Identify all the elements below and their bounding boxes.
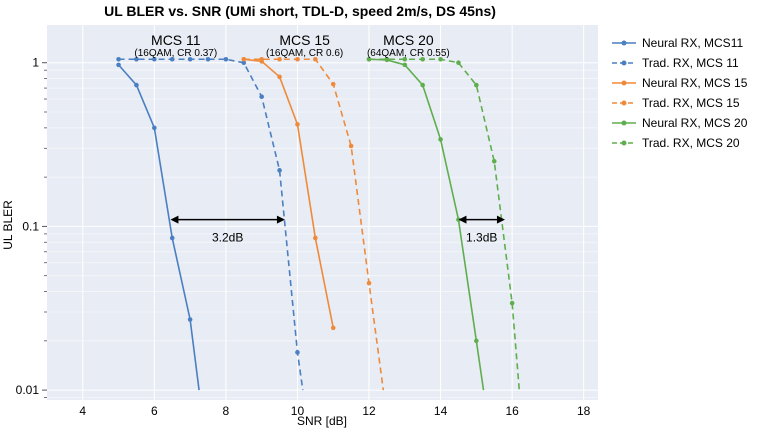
legend-label: Trad. RX, MCS 11: [642, 56, 739, 70]
legend-label: Neural RX, MCS11: [642, 36, 743, 50]
legend-label: Neural RX, MCS 20: [642, 116, 748, 130]
arrow-head: [170, 215, 179, 224]
group-title: MCS 20: [383, 32, 434, 48]
legend-label: Trad. RX, MCS 20: [642, 136, 740, 150]
data-point: [509, 300, 515, 306]
y-tick-label: 0.1: [22, 219, 39, 233]
x-tick-label: 10: [291, 404, 305, 418]
x-tick-label: 18: [577, 404, 591, 418]
data-point: [277, 168, 282, 173]
chart-title: UL BLER vs. SNR (UMi short, TDL-D, speed…: [104, 3, 496, 19]
legend-marker: [621, 80, 627, 86]
data-point: [330, 81, 336, 87]
data-point: [330, 325, 336, 331]
group-title: MCS 11: [151, 32, 201, 48]
gap-label: 1.3dB: [466, 231, 497, 245]
data-point: [259, 94, 264, 100]
data-point: [277, 74, 282, 80]
group-subtitle: (64QAM, CR 0.55): [367, 48, 450, 59]
data-point: [152, 56, 157, 62]
legend-marker: [621, 120, 627, 126]
data-point: [169, 56, 175, 62]
data-point: [134, 56, 139, 62]
x-tick-label: 16: [505, 404, 519, 418]
data-point: [187, 317, 193, 322]
group-subtitle: (16QAM, CR 0.6): [266, 48, 343, 59]
data-point: [491, 158, 497, 164]
x-tick-label: 6: [151, 404, 158, 418]
data-point: [205, 56, 211, 62]
group-title: MCS 15: [279, 32, 330, 48]
legend-marker: [621, 100, 627, 106]
data-point: [295, 122, 300, 127]
data-point: [134, 82, 139, 88]
data-point: [384, 56, 390, 62]
data-point: [420, 56, 425, 62]
data-point: [474, 338, 479, 344]
legend-label: Trad. RX, MCS 15: [642, 96, 740, 110]
data-point: [402, 56, 408, 62]
data-point: [348, 143, 354, 149]
series-group: [116, 56, 521, 391]
plot-background: [47, 25, 598, 400]
data-point: [187, 56, 193, 62]
group-subtitle: (16QAM, CR 0.37): [134, 48, 217, 59]
series-line-0: [117, 64, 200, 391]
legend-marker: [621, 40, 627, 46]
data-point: [116, 56, 121, 62]
y-tick-label: 1: [32, 56, 39, 70]
data-point: [366, 280, 372, 286]
x-tick-label: 12: [362, 404, 376, 418]
gap-label: 3.2dB: [212, 231, 243, 245]
x-tick-label: 4: [79, 404, 86, 418]
legend-label: Neural RX, MCS 15: [642, 76, 748, 90]
data-point: [438, 137, 443, 142]
series-line-2: [243, 58, 335, 329]
y-tick-label: 0.01: [16, 383, 40, 397]
data-point: [456, 60, 461, 66]
arrow-head: [276, 215, 285, 224]
y-axis-label: UL BLER: [1, 200, 15, 250]
data-point: [420, 82, 425, 88]
data-point: [241, 60, 247, 66]
data-point: [295, 56, 300, 62]
data-point: [295, 350, 300, 355]
data-point: [152, 125, 157, 131]
arrow-head: [458, 215, 467, 224]
series-line-1: [118, 58, 304, 391]
legend-marker: [621, 60, 627, 66]
legend-marker: [621, 140, 627, 146]
data-point: [313, 235, 318, 241]
data-point: [438, 56, 443, 62]
x-tick-label: 14: [434, 404, 448, 418]
data-point: [366, 56, 372, 62]
arrow-head: [496, 215, 505, 224]
x-axis-label: SNR [dB]: [297, 414, 347, 428]
data-point: [241, 56, 247, 62]
data-point: [313, 56, 318, 62]
data-point: [259, 56, 264, 62]
series-line-5: [369, 58, 521, 391]
x-tick-label: 8: [223, 404, 230, 418]
data-point: [169, 235, 175, 241]
data-point: [277, 56, 282, 62]
series-line-4: [368, 58, 485, 391]
data-point: [474, 82, 479, 88]
data-point: [402, 62, 408, 68]
data-point: [223, 56, 229, 62]
data-point: [116, 62, 121, 68]
